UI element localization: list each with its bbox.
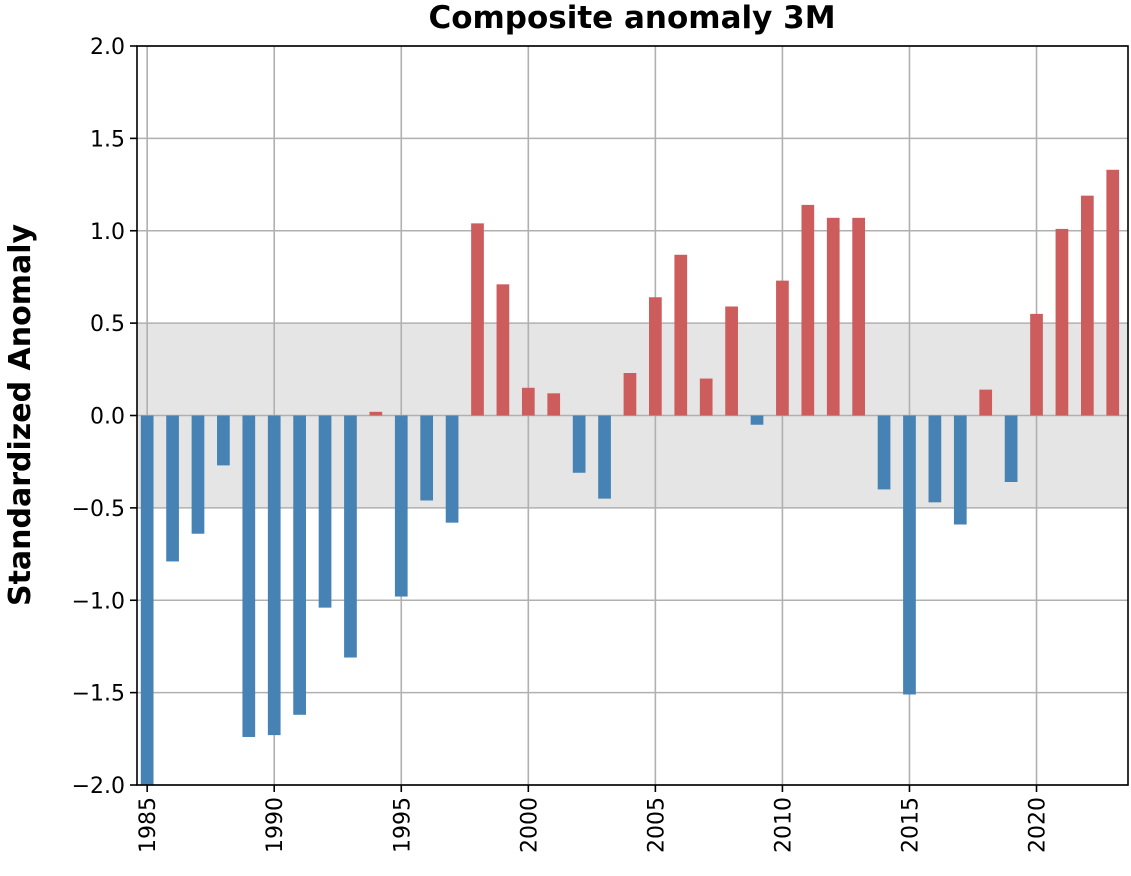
bar-1997 [445,415,459,523]
bar-2017 [953,415,967,525]
x-tick-label: 1985 [136,797,161,853]
y-tick-label: −0.5 [72,497,125,522]
bar-2012 [826,217,840,416]
y-tick-label: 1.5 [90,127,125,152]
bar-2011 [801,204,815,416]
bar-2003 [598,415,611,499]
bar-1999 [496,284,510,416]
x-tick-label: 2000 [517,797,542,853]
bar-2021 [1055,228,1069,416]
bar-1989 [242,415,256,737]
chart-title: Composite anomaly 3M [428,0,835,36]
bar-2007 [699,378,713,416]
bar-2009 [750,415,764,425]
bar-2006 [674,254,688,416]
bar-1996 [420,415,434,501]
bar-1988 [217,415,230,466]
bar-1992 [318,415,332,608]
bar-1987 [191,415,205,534]
y-tick-label: 1.0 [90,220,125,245]
bar-1986 [166,415,179,562]
y-tick-label: −1.0 [72,589,125,614]
bar-2016 [928,415,942,503]
bar-1990 [267,415,281,736]
x-tick-label: 1990 [263,797,288,853]
y-axis-title: Standardized Anomaly [3,224,38,607]
bar-2018 [979,389,993,416]
plot-area: −2.0 −1.5 −1.0 −0.5 0.0 0.5 1.0 1.5 2.0 1985 1990 1… [72,35,1129,853]
bar-1994 [369,411,383,416]
x-tick-label: 2010 [771,797,796,853]
bar-2020 [1030,313,1043,416]
bar-1991 [293,415,306,715]
bar-2022 [1080,195,1094,416]
ticks: −2.0 −1.5 −1.0 −0.5 0.0 0.5 1.0 1.5 2.0 1985 1990 1… [72,35,1051,853]
x-tick-label: 2015 [898,797,923,853]
x-tick-label: 1995 [390,797,415,853]
bar-2010 [776,280,789,416]
x-tick-label: 2005 [644,797,669,853]
y-tick-label: 0.5 [90,312,125,337]
x-tick-label: 2020 [1026,797,1051,853]
bar-2004 [623,373,637,416]
bar-2002 [572,415,586,473]
y-tick-label: 2.0 [90,35,125,60]
y-tick-label: −2.0 [72,774,125,799]
bar-2014 [877,415,891,490]
bar-2008 [725,306,738,416]
bar-2019 [1004,415,1018,483]
bar-2013 [852,217,866,416]
bars [140,169,1120,785]
bar-1995 [394,415,408,597]
y-tick-label: 0.0 [90,405,125,430]
bar-1998 [471,223,484,416]
bar-2023 [1106,169,1120,416]
bar-2000 [521,387,535,416]
y-tick-label: −1.5 [72,682,125,707]
bar-2001 [547,393,561,416]
bar-1993 [344,415,357,658]
bar-1985 [140,415,154,785]
bar-2015 [903,415,916,695]
bar-2005 [649,297,662,416]
